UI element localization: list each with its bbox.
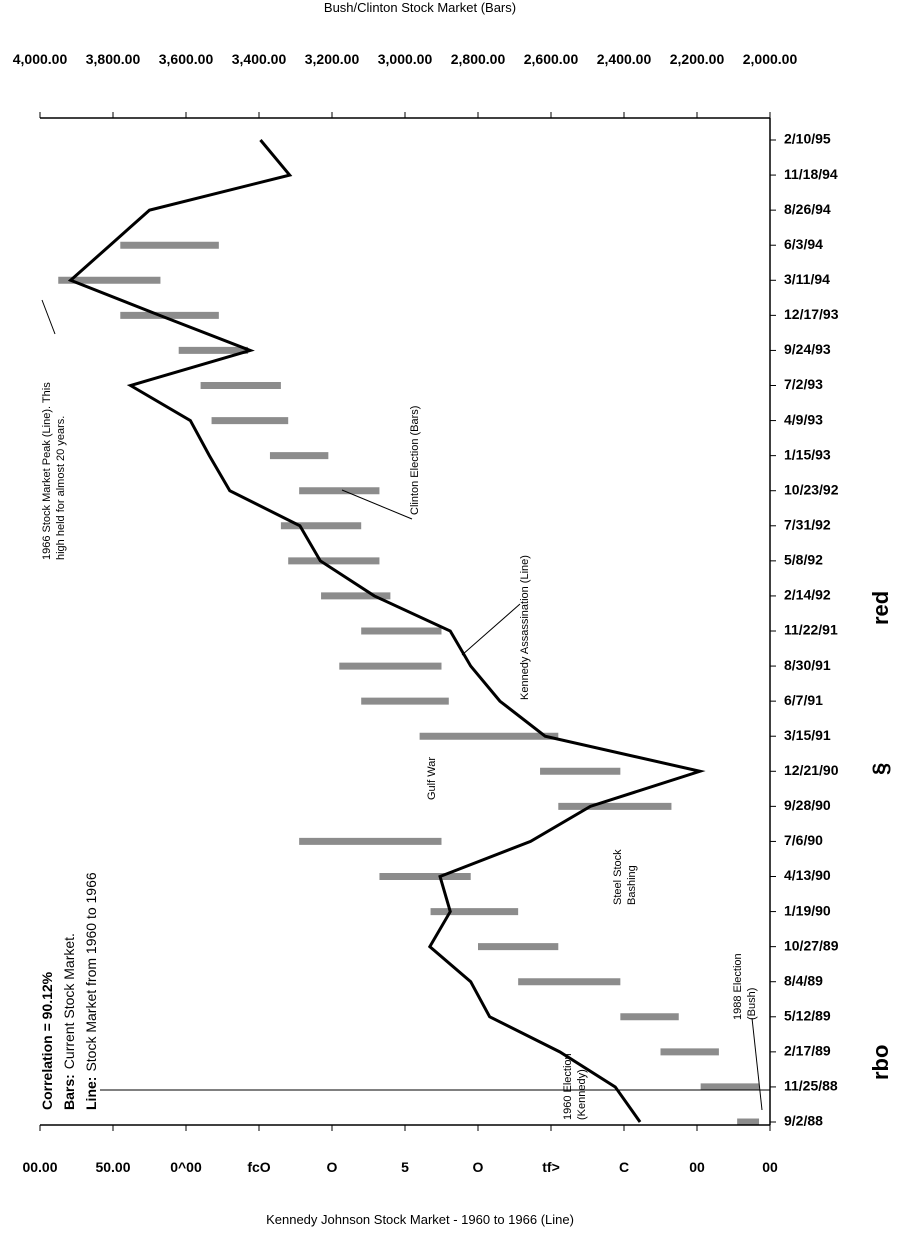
x-tick-label: 5/12/89 [784,1007,831,1023]
annotation-arrow [751,1017,763,1111]
x-tick-label: 2/14/92 [784,587,831,603]
annotation-arrow [461,603,521,656]
x-tick-label: 4/13/90 [784,867,831,883]
x-tick-label: 9/2/88 [784,1113,823,1129]
y2-tick-label: 2,600.00 [524,51,579,67]
x-tick-label: 2/17/89 [784,1043,831,1059]
y-tick-label: fcO [247,1159,270,1175]
x-tick-label: 2/10/95 [784,131,831,147]
x-tick-label: 12/21/90 [784,762,839,778]
y-tick-label: tf> [542,1159,560,1175]
legend-entry: Bars: Current Stock Market. [61,933,77,1110]
x-tick-label: 11/22/91 [784,622,838,638]
y-tick-label: 00 [762,1159,778,1175]
annotation: 1966 Stock Market Peak (Line). This [41,382,53,560]
annotation: Clinton Election (Bars) [409,406,421,515]
x-tick-label: 5/8/92 [784,552,823,568]
y2-tick-label: 2,800.00 [451,51,506,67]
y-tick-label: C [619,1159,629,1175]
y2-tick-label: 3,600.00 [159,51,214,67]
annotation: 1988 Election [732,953,744,1020]
y2-tick-label: 3,400.00 [232,51,287,67]
x-tick-label: 7/31/92 [784,516,831,532]
y2-axis-title: Bush/Clinton Stock Market (Bars) [324,0,516,15]
x-tick-label: 1/15/93 [784,446,831,462]
legend-text: Current Stock Market. [61,933,77,1069]
x-tick-label: 4/9/93 [784,411,823,427]
y2-tick-label: 3,000.00 [378,51,433,67]
x-tick-label: 1/19/90 [784,902,831,918]
scan-mark: § [868,763,893,775]
annotation: Gulf War [426,757,438,800]
x-tick-label: 7/6/90 [784,832,823,848]
x-tick-label: 6/7/91 [784,692,823,708]
x-tick-label: 3/15/91 [784,727,831,743]
legend-label: Line: [83,1077,99,1110]
legend-text: Stock Market from 1960 to 1966 [83,872,99,1071]
x-tick-label: 11/18/94 [784,166,838,182]
x-tick-label: 7/2/93 [784,376,823,392]
y-tick-label: O [473,1159,484,1175]
x-tick-label: 8/26/94 [784,201,831,217]
annotation: high held for almost 20 years. [55,416,67,560]
y2-tick-label: 2,200.00 [670,51,725,67]
y2-tick-label: 4,000.00 [13,51,68,67]
annotation: 1960 Election [562,1053,574,1120]
y2-tick-label: 2,400.00 [597,51,652,67]
x-tick-label: 12/17/93 [784,306,839,322]
y-tick-label: 5 [401,1159,409,1175]
x-tick-label: 10/23/92 [784,481,839,497]
y2-tick-label: 3,800.00 [86,51,141,67]
annotation: (Kennedy) [576,1069,588,1120]
x-tick-label: 11/25/88 [784,1078,838,1094]
annotation: Steel Stock [612,849,624,905]
y-tick-label: O [327,1159,338,1175]
line-series [67,139,706,1123]
x-tick-label: 6/3/94 [784,236,823,252]
scan-mark: rbo [868,1045,893,1080]
x-tick-label: 9/24/93 [784,341,831,357]
annotation: (Bush) [746,988,758,1020]
legend-label: Bars: [61,1074,77,1110]
y-tick-label: 00 [689,1159,705,1175]
legend-entry: Correlation = 90.12% [39,971,55,1110]
x-tick-label: 8/30/91 [784,657,831,673]
y-tick-label: 50.00 [95,1159,130,1175]
legend-entry: Line: Stock Market from 1960 to 1966 [83,872,99,1110]
x-tick-label: 3/11/94 [784,271,830,287]
x-tick-label: 9/28/90 [784,797,831,813]
y-tick-label: 0^00 [170,1159,202,1175]
legend-label: Correlation = 90.12% [39,971,55,1110]
scan-mark: red [868,591,893,625]
y-tick-label: 00.00 [22,1159,57,1175]
y2-tick-label: 3,200.00 [305,51,360,67]
annotation-arrow [341,489,413,520]
annotation: Kennedy Assassination (Line) [519,555,531,700]
y-axis-title: Kennedy Johnson Stock Market - 1960 to 1… [266,1212,574,1227]
annotation: Bashing [626,865,638,905]
x-tick-label: 8/4/89 [784,972,823,988]
y2-tick-label: 2,000.00 [743,51,798,67]
annotation-arrow [41,299,56,335]
x-tick-label: 10/27/89 [784,937,839,953]
